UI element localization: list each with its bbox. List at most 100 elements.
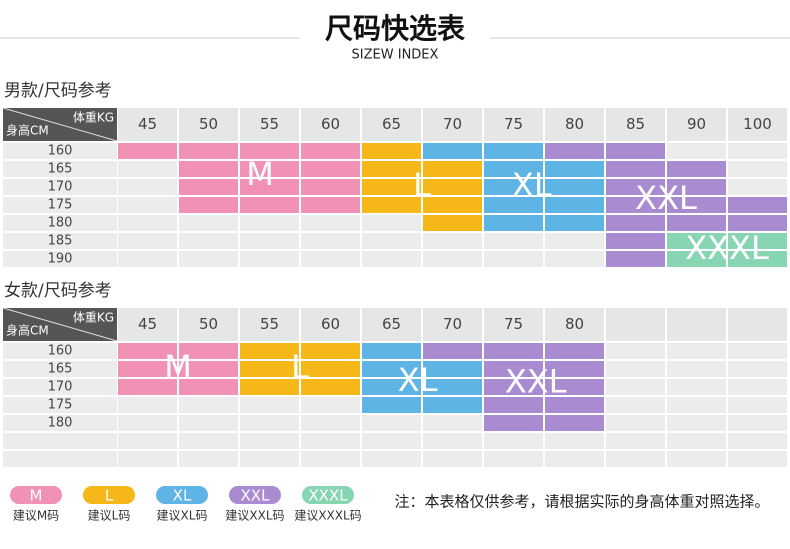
- empty-cell: [240, 215, 299, 231]
- empty-cell: [545, 451, 604, 467]
- size-cell: [728, 233, 787, 249]
- legend-badge: [10, 486, 62, 504]
- weight-label: 50: [199, 115, 218, 133]
- height-label: 170: [48, 180, 73, 195]
- empty-cell: [423, 433, 482, 449]
- size-cell: [118, 361, 177, 377]
- empty-cell: [667, 451, 726, 467]
- size-cell: [545, 215, 604, 231]
- empty-cell: [118, 179, 177, 195]
- size-cell: [240, 161, 299, 177]
- empty-cell: [118, 433, 177, 449]
- corner-diagonal: [2, 107, 118, 142]
- height-label: 165: [48, 162, 73, 177]
- size-cell: [606, 233, 665, 249]
- empty-cell: [301, 233, 360, 249]
- height-cell: [3, 179, 117, 195]
- header-cell: [301, 108, 360, 141]
- header-cell: [240, 108, 299, 141]
- size-label: XL: [398, 361, 438, 399]
- height-cell: [3, 379, 117, 395]
- size-cell: [179, 343, 238, 359]
- empty-cell: [423, 415, 482, 431]
- height-label: 185: [48, 234, 73, 249]
- size-cell: [545, 161, 604, 177]
- height-cell: [3, 233, 117, 249]
- size-cell: [484, 197, 543, 213]
- size-cell: [118, 143, 177, 159]
- empty-cell: [606, 433, 665, 449]
- header-cell: [606, 308, 665, 341]
- empty-cell: [301, 433, 360, 449]
- size-cell: [179, 361, 238, 377]
- height-header: 身高CM: [6, 123, 49, 138]
- size-cell: [301, 143, 360, 159]
- size-cell: [545, 361, 604, 377]
- size-cell: [179, 197, 238, 213]
- empty-cell: [667, 415, 726, 431]
- height-cell: [3, 415, 117, 431]
- legend-code: XXL: [241, 487, 271, 505]
- empty-cell: [362, 215, 421, 231]
- height-label: 175: [48, 398, 73, 413]
- size-label: XXXL: [685, 229, 769, 267]
- corner-diagonal: [2, 307, 118, 342]
- header-cell: [240, 308, 299, 341]
- weight-label: 100: [743, 115, 772, 133]
- header-cell: [179, 108, 238, 141]
- size-cell: [240, 197, 299, 213]
- empty-cell: [728, 379, 787, 395]
- legend-advice: 建议M码: [13, 509, 59, 523]
- empty-cell: [667, 379, 726, 395]
- size-cell: [301, 179, 360, 195]
- empty-cell: [728, 433, 787, 449]
- empty-cell: [728, 161, 787, 177]
- title: 尺码快选表: [325, 12, 465, 45]
- size-cell: [667, 179, 726, 195]
- size-cell: [545, 415, 604, 431]
- empty-cell: [118, 233, 177, 249]
- legend-badge: [302, 486, 354, 504]
- header-cell: [179, 308, 238, 341]
- legend-code: XL: [173, 487, 192, 505]
- weight-label: 65: [382, 115, 401, 133]
- legend-code: XXXL: [308, 487, 348, 505]
- weight-label: 70: [443, 115, 462, 133]
- weight-label: 50: [199, 315, 218, 333]
- size-cell: [240, 179, 299, 195]
- size-cell: [362, 179, 421, 195]
- size-cell: [606, 215, 665, 231]
- empty-cell: [606, 379, 665, 395]
- empty-cell: [728, 361, 787, 377]
- size-cell: [423, 379, 482, 395]
- size-cell: [179, 179, 238, 195]
- size-cell: [423, 143, 482, 159]
- empty-cell: [728, 143, 787, 159]
- size-cell: [545, 343, 604, 359]
- empty-cell: [667, 343, 726, 359]
- header-cell: [118, 108, 177, 141]
- header-cell: [423, 308, 482, 341]
- empty-cell: [179, 451, 238, 467]
- empty-cell: [606, 343, 665, 359]
- empty-cell: [118, 197, 177, 213]
- size-cell: [423, 215, 482, 231]
- header-cell: [484, 108, 543, 141]
- size-cell: [362, 143, 421, 159]
- height-cell: [3, 161, 117, 177]
- empty-cell: [179, 233, 238, 249]
- weight-label: 55: [260, 115, 279, 133]
- header-cell: [545, 308, 604, 341]
- size-cell: [301, 361, 360, 377]
- header-cell: [728, 108, 787, 141]
- empty-cell: [118, 397, 177, 413]
- header-cell: [728, 308, 787, 341]
- empty-cell: [667, 361, 726, 377]
- empty-cell: [423, 451, 482, 467]
- size-label: XXL: [505, 363, 567, 401]
- size-cell: [179, 143, 238, 159]
- empty-cell: [301, 397, 360, 413]
- empty-cell: [118, 451, 177, 467]
- weight-label: 80: [565, 315, 584, 333]
